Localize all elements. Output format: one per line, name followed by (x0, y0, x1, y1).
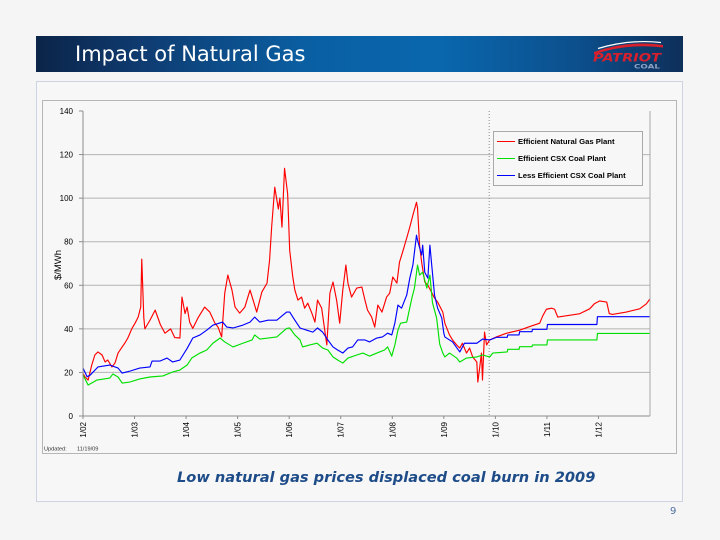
logo-swoosh-icon (594, 43, 663, 55)
x-tick-label: 1/02 (79, 421, 88, 437)
page-number: 9 (670, 506, 677, 517)
series-efficient-csx-coal-plant (82, 264, 650, 386)
x-tick-label: 1/05 (234, 421, 243, 437)
slide-caption: Low natural gas prices displaced coal bu… (177, 469, 596, 486)
series-less-efficient-csx-coal-plant (82, 234, 650, 378)
legend-swatch-red-line-icon (497, 141, 515, 142)
series-lines (82, 167, 651, 386)
x-tick-label: 1/07 (337, 421, 346, 437)
legend-item-efficient-coal: Efficient CSX Coal Plant (497, 152, 639, 166)
x-tick-label: 1/11 (543, 421, 552, 437)
legend-label: Efficient Natural Gas Plant (518, 137, 615, 146)
legend-item-natural-gas: Efficient Natural Gas Plant (497, 135, 639, 149)
legend-item-less-efficient-coal: Less Efficient CSX Coal Plant (497, 169, 639, 183)
y-tick-label: 60 (64, 281, 73, 290)
x-tick-label: 1/06 (285, 421, 294, 437)
x-tick-label: 1/03 (131, 421, 140, 437)
legend-swatch-blue-line-icon (497, 175, 515, 176)
x-tick-label: 1/09 (440, 421, 449, 437)
y-tick-label: 0 (69, 412, 74, 421)
slide-title: Impact of Natural Gas (75, 42, 306, 66)
x-tick-label: 1/08 (388, 421, 397, 437)
slide-header: Impact of Natural Gas PATRIOT COAL (36, 36, 683, 72)
y-tick-label: 120 (60, 151, 74, 160)
patriot-coal-logo: PATRIOT COAL (593, 40, 663, 71)
axes (79, 110, 651, 419)
y-tick-label: 40 (64, 325, 73, 334)
logo-name: PATRIOT (593, 51, 662, 65)
x-tick-label: 1/12 (594, 421, 603, 437)
updated-date: 11/19/09 (77, 447, 98, 453)
logo-tagline: COAL (634, 64, 660, 71)
logo-swoosh-white-icon (597, 40, 662, 50)
legend-swatch-green-line-icon (497, 158, 515, 159)
y-axis-title: $/MWh (53, 250, 64, 280)
y-tick-label: 80 (64, 238, 73, 247)
x-tick-label: 1/04 (182, 421, 191, 437)
updated-label: Updated: (44, 447, 67, 453)
legend-label: Less Efficient CSX Coal Plant (518, 171, 626, 180)
legend-label: Efficient CSX Coal Plant (518, 154, 606, 163)
chart-legend: Efficient Natural Gas Plant Efficient CS… (493, 131, 643, 186)
y-tick-label: 20 (64, 368, 73, 377)
y-tick-label: 140 (60, 107, 74, 116)
series-efficient-natural-gas-plant (82, 167, 651, 383)
x-tick-label: 1/10 (491, 421, 500, 437)
y-tick-label: 100 (60, 194, 74, 203)
